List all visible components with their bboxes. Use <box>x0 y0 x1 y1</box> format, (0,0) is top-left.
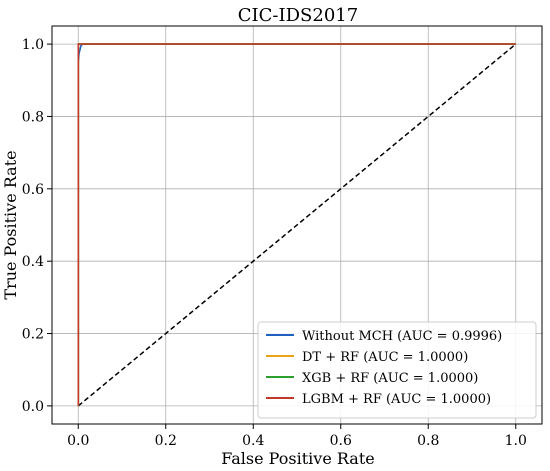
y-tick-label: 0.6 <box>22 182 44 198</box>
legend-label: DT + RF (AUC = 1.0000) <box>302 350 468 365</box>
x-tick-label: 0.2 <box>155 433 177 449</box>
chart-title: CIC-IDS2017 <box>238 5 358 26</box>
plot-frame <box>51 25 543 425</box>
series-lines <box>77 43 516 406</box>
roc-curve-3 <box>77 43 516 406</box>
reference-line <box>77 43 517 407</box>
diagonal-reference-line <box>77 43 517 407</box>
x-axis-label: False Positive Rate <box>221 449 375 468</box>
legend: Without MCH (AUC = 0.9996) DT + RF (AUC =… <box>257 321 537 419</box>
y-tick-label: 0.0 <box>22 399 44 415</box>
y-axis-label: True Positive Rate <box>1 150 20 299</box>
x-tick-label: 0.6 <box>330 433 352 449</box>
y-tick-label: 0.8 <box>22 109 44 125</box>
x-axis-ticks: 0.0 0.2 0.4 0.6 0.8 1.0 <box>67 424 527 449</box>
x-tick-label: 0.8 <box>417 433 439 449</box>
x-tick-label: 0.4 <box>242 433 264 449</box>
y-axis-ticks: 0.0 0.2 0.4 0.6 0.8 1.0 <box>22 37 52 415</box>
y-tick-label: 1.0 <box>22 37 44 53</box>
y-tick-label: 0.4 <box>22 254 44 270</box>
legend-label: Without MCH (AUC = 0.9996) <box>302 329 502 344</box>
y-tick-label: 0.2 <box>22 327 44 343</box>
legend-box <box>257 321 537 419</box>
legend-label: XGB + RF (AUC = 1.0000) <box>302 371 478 386</box>
legend-label: LGBM + RF (AUC = 1.0000) <box>302 392 491 407</box>
x-tick-label: 1.0 <box>505 433 527 449</box>
x-tick-label: 0.0 <box>67 433 89 449</box>
